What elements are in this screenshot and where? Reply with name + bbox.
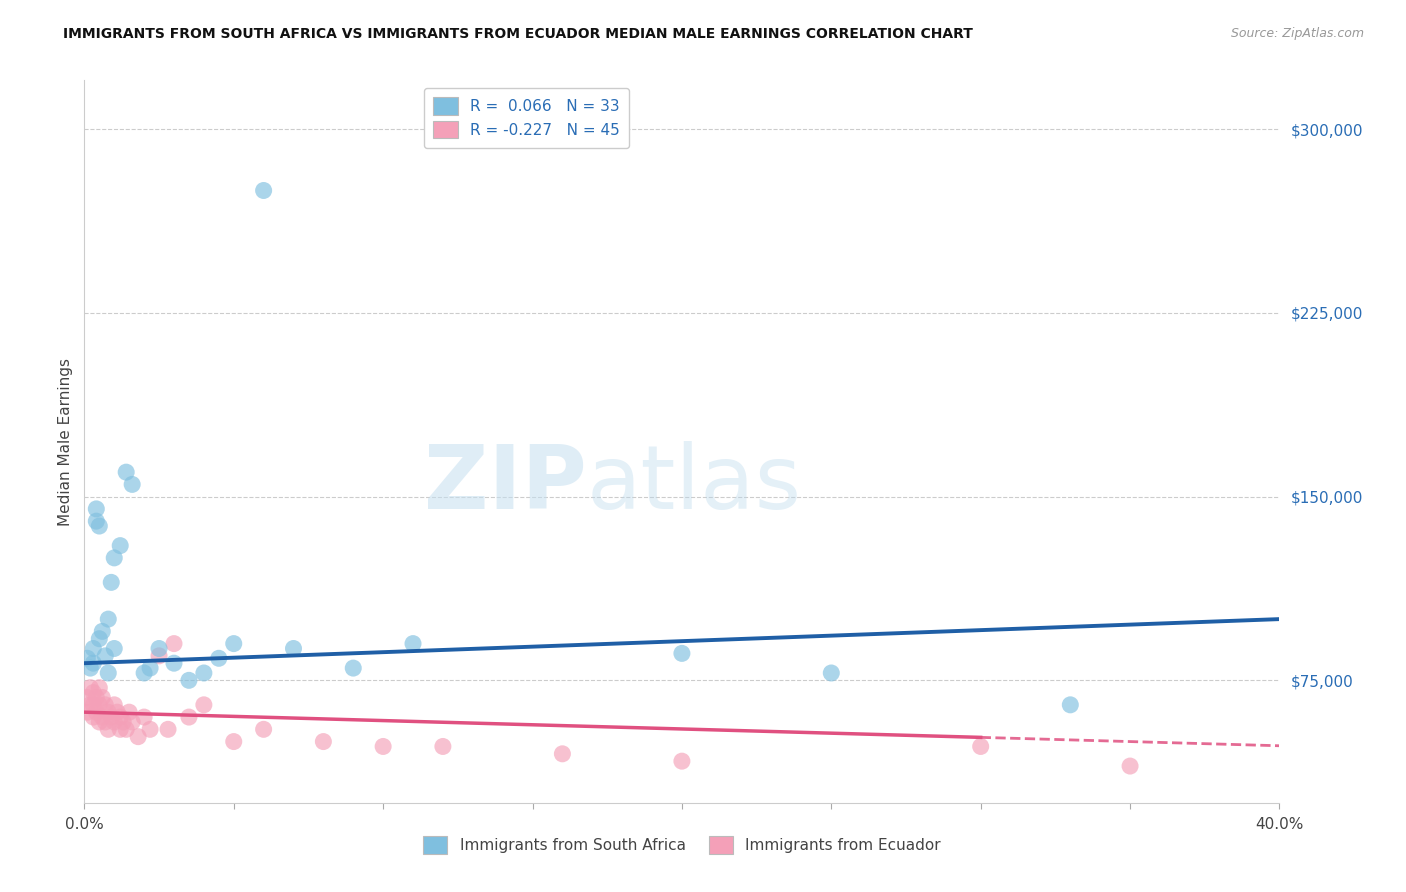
Point (820, 665, 842, 680)
Point (91, 624, 114, 639)
Point (110, 723, 132, 737)
Point (222, 637, 245, 651)
Point (121, 714, 143, 729)
Point (127, 730, 149, 744)
Point (89, 681, 111, 695)
Point (139, 661, 162, 675)
Point (118, 705, 141, 719)
Point (82, 685, 104, 699)
Point (76, 651, 98, 665)
Point (86, 502, 108, 516)
Point (193, 698, 215, 712)
Point (100, 710, 122, 724)
Point (76, 690, 98, 705)
Point (89, 698, 111, 712)
Point (103, 714, 125, 729)
Text: IMMIGRANTS FROM SOUTH AFRICA VS IMMIGRANTS FROM ECUADOR MEDIAN MALE EARNINGS COR: IMMIGRANTS FROM SOUTH AFRICA VS IMMIGRAN… (63, 27, 973, 41)
Point (157, 723, 180, 737)
Point (97, 723, 120, 737)
Point (115, 723, 138, 737)
Point (110, 539, 132, 553)
Point (1059, 698, 1081, 712)
Point (94, 698, 117, 712)
Point (163, 637, 186, 651)
Point (103, 550, 125, 565)
Y-axis label: Median Male Earnings: Median Male Earnings (58, 358, 73, 525)
Text: Source: ZipAtlas.com: Source: ZipAtlas.com (1230, 27, 1364, 40)
Point (139, 723, 162, 737)
Point (97, 612, 120, 626)
Point (79, 698, 101, 712)
Point (551, 747, 574, 761)
Point (79, 661, 101, 675)
Point (177, 673, 200, 688)
Point (89, 632, 111, 646)
Point (148, 648, 170, 663)
Point (105, 705, 128, 719)
Point (132, 710, 156, 724)
Point (671, 647, 693, 661)
Point (82, 641, 104, 656)
Point (208, 651, 231, 665)
Point (89, 519, 111, 533)
Point (193, 665, 215, 680)
Point (312, 734, 335, 748)
Point (177, 710, 200, 724)
Point (373, 739, 395, 754)
Point (91, 710, 114, 724)
Point (222, 734, 245, 748)
Point (86, 690, 108, 705)
Point (110, 710, 132, 724)
Point (112, 714, 135, 729)
Point (671, 754, 693, 768)
Text: ZIP: ZIP (423, 442, 586, 528)
Point (97, 705, 120, 719)
Point (132, 665, 156, 680)
Point (121, 477, 143, 491)
Point (89, 714, 111, 729)
Point (103, 698, 125, 712)
Point (86, 705, 108, 719)
Point (163, 656, 186, 670)
Point (82, 656, 104, 670)
Point (86, 514, 108, 528)
Point (82, 710, 104, 724)
Point (76, 705, 98, 719)
Point (970, 739, 993, 754)
Point (253, 184, 276, 198)
Point (283, 641, 305, 656)
Point (82, 698, 104, 712)
Point (115, 465, 138, 479)
Point (97, 665, 120, 680)
Point (91, 690, 114, 705)
Point (94, 648, 117, 663)
Point (402, 637, 425, 651)
Text: atlas: atlas (586, 442, 801, 528)
Point (148, 641, 170, 656)
Legend: Immigrants from South Africa, Immigrants from Ecuador: Immigrants from South Africa, Immigrants… (416, 830, 948, 860)
Point (1119, 759, 1142, 773)
Point (94, 714, 117, 729)
Point (79, 681, 101, 695)
Point (103, 641, 125, 656)
Point (253, 723, 276, 737)
Point (342, 661, 364, 675)
Point (100, 575, 122, 590)
Point (432, 739, 454, 754)
